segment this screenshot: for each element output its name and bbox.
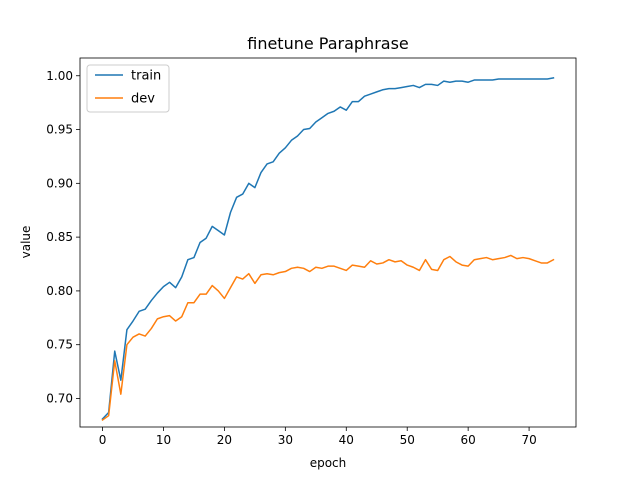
x-tick-label: 40 xyxy=(339,433,354,447)
y-tick-label: 0.70 xyxy=(46,391,73,405)
y-tick-label: 1.00 xyxy=(46,69,73,83)
x-tick-label: 10 xyxy=(156,433,171,447)
y-axis-label: value xyxy=(19,226,33,259)
plot-frame xyxy=(79,57,577,428)
x-tick-label: 70 xyxy=(521,433,536,447)
y-axis: 0.70 0.75 0.80 0.85 0.90 0.95 1.00 xyxy=(46,69,80,405)
x-tick-label: 30 xyxy=(278,433,293,447)
legend: train dev xyxy=(86,64,170,113)
y-tick-label: 0.75 xyxy=(46,338,73,352)
legend-label-dev: dev xyxy=(131,92,155,107)
x-tick-label: 60 xyxy=(461,433,476,447)
legend-label-train: train xyxy=(131,69,161,84)
y-tick-label: 0.80 xyxy=(46,284,73,298)
x-axis: 0 10 20 30 40 50 60 70 xyxy=(99,427,537,447)
y-tick-label: 0.90 xyxy=(46,176,73,190)
chart-title: finetune Paraphrase xyxy=(247,34,409,53)
y-tick-label: 0.95 xyxy=(46,123,73,137)
series-line-train xyxy=(101,77,555,420)
plot-area xyxy=(79,57,577,428)
x-axis-label: epoch xyxy=(310,456,347,470)
x-tick-label: 20 xyxy=(217,433,232,447)
series-line-dev xyxy=(101,254,555,422)
y-tick-label: 0.85 xyxy=(46,230,73,244)
x-tick-label: 0 xyxy=(99,433,107,447)
x-tick-label: 50 xyxy=(400,433,415,447)
legend-box xyxy=(86,64,170,113)
